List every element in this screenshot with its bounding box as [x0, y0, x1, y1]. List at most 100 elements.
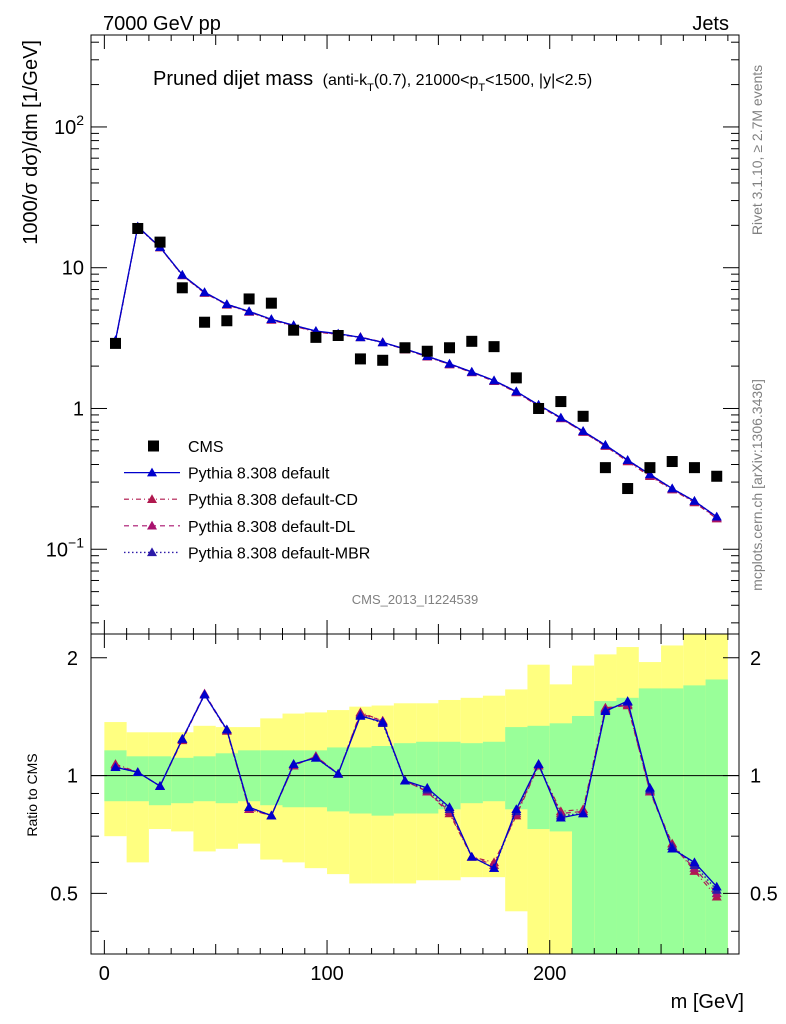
plot-title: Pruned dijet mass (anti-kT(0.7), 21000<p…	[153, 68, 592, 94]
main-y-tick-base: 1	[73, 398, 84, 420]
x-tick-label: 100	[310, 963, 343, 985]
ratio-point	[667, 843, 678, 853]
legend: CMS Pythia 8.308 default Pythia 8.308 defa…	[124, 439, 370, 562]
ratio-point	[444, 802, 455, 811]
main-point	[578, 426, 589, 435]
band-inner-bin	[193, 756, 216, 802]
ratio-point	[600, 706, 611, 715]
ratio-point	[555, 812, 566, 822]
legend-marker	[147, 547, 157, 557]
main-point	[244, 306, 255, 316]
band-inner-bin	[460, 743, 483, 804]
cms-data-point	[132, 222, 144, 234]
ratio-point	[199, 689, 210, 699]
main-y-tick-base: 10	[62, 258, 84, 280]
ratio-point	[244, 802, 255, 811]
ratio-point	[511, 804, 522, 814]
band-inner-bin	[683, 685, 706, 954]
ratio-point	[310, 752, 321, 762]
cms-data-point	[488, 341, 500, 353]
cms-data-point	[310, 331, 322, 343]
main-y-axis-label: 1000/σ dσ)/dm [1/GeV]	[20, 40, 42, 245]
main-y-tick-base: 10	[54, 117, 76, 139]
ratio-point	[333, 768, 344, 778]
main-point	[177, 269, 188, 279]
main-y-tick-label: 1	[73, 398, 84, 420]
cms-data-point	[354, 353, 366, 365]
band-inner-bin	[571, 715, 595, 954]
main-point	[689, 496, 700, 505]
band-inner-bin	[327, 747, 350, 812]
cms-data-point	[533, 402, 545, 414]
cms-data-point	[243, 293, 255, 305]
cms-data-point	[688, 462, 700, 474]
main-y-tick-label: 102	[54, 112, 84, 139]
cms-data-point	[332, 329, 344, 341]
band-inner-bin	[594, 701, 617, 954]
ratio-point	[622, 696, 633, 705]
band-inner-bin	[705, 679, 728, 954]
cms-data-point	[466, 335, 478, 347]
legend-label: Pythia 8.308 default-MBR	[188, 545, 370, 562]
x-tick-label: 0	[99, 963, 110, 985]
main-line-0	[114, 225, 718, 518]
analysis-id: CMS_2013_I1224539	[352, 592, 479, 607]
ratio-y-tick-label: 0.5	[50, 883, 78, 905]
main-point	[489, 375, 500, 385]
cms-data-point	[644, 462, 656, 474]
main-panel-frame	[90, 34, 740, 635]
band-inner-bin	[661, 688, 684, 954]
ratio-point	[489, 863, 500, 872]
ratio-y-axis-label: Ratio to CMS	[24, 753, 40, 836]
cms-data-point	[711, 470, 723, 482]
main-point	[667, 483, 678, 493]
cms-data-point	[421, 345, 433, 357]
ratio-panel-frame	[90, 633, 740, 955]
legend-marker	[147, 520, 157, 530]
main-y-tick-label: 10−1	[46, 534, 84, 561]
legend-marker	[147, 467, 157, 477]
main-point	[466, 366, 477, 376]
main-point	[377, 337, 388, 347]
main-y-tick-label: 10	[62, 258, 84, 280]
mcplots-reference-label: mcplots.cern.ch [arXiv:1306.3436]	[749, 379, 765, 591]
band-inner-bin	[416, 741, 439, 814]
cms-data-point	[221, 315, 233, 327]
band-inner-bin	[260, 750, 283, 806]
legend-label: Pythia 8.308 default	[188, 466, 330, 483]
main-point	[644, 469, 655, 479]
ratio-y-tick-label-right: 1	[750, 766, 761, 788]
ratio-point	[110, 762, 121, 772]
plot-title-sub-3: <1500, |y|<2.5)	[485, 72, 592, 89]
main-point	[511, 386, 522, 396]
ratio-point	[578, 808, 589, 818]
main-series-lines	[109, 221, 723, 523]
cms-data-point	[399, 342, 411, 354]
ratio-point	[288, 759, 299, 768]
rivet-version-label: Rivet 3.1.10, ≥ 2.7M events	[749, 65, 765, 235]
main-point	[355, 332, 366, 342]
ratio-line-0	[115, 693, 718, 888]
x-axis-label: m [GeV]	[671, 991, 744, 1013]
ratio-series-lines	[110, 688, 722, 901]
ratio-point	[533, 759, 544, 768]
band-inner-bin	[282, 750, 305, 808]
band-inner-bin	[349, 747, 372, 814]
cms-data-point	[288, 324, 300, 336]
ratio-point	[644, 782, 655, 792]
legend-label: Pythia 8.308 default-CD	[188, 492, 358, 509]
main-y-tick-base: 10	[46, 539, 68, 561]
ratio-point	[689, 857, 700, 867]
main-point	[444, 358, 455, 368]
plot-title-sub-index-1: T	[367, 82, 374, 94]
ratio-point	[422, 782, 433, 792]
band-inner-bin	[505, 727, 528, 810]
band-inner-bin	[638, 688, 662, 954]
band-inner-bin	[527, 725, 550, 830]
ratio-y-tick-label-right: 0.5	[750, 883, 778, 905]
ratio-uncertainty-bands	[91, 634, 739, 954]
band-inner-bin	[616, 697, 639, 954]
ratio-point	[399, 775, 410, 785]
band-inner-bin	[304, 750, 328, 808]
